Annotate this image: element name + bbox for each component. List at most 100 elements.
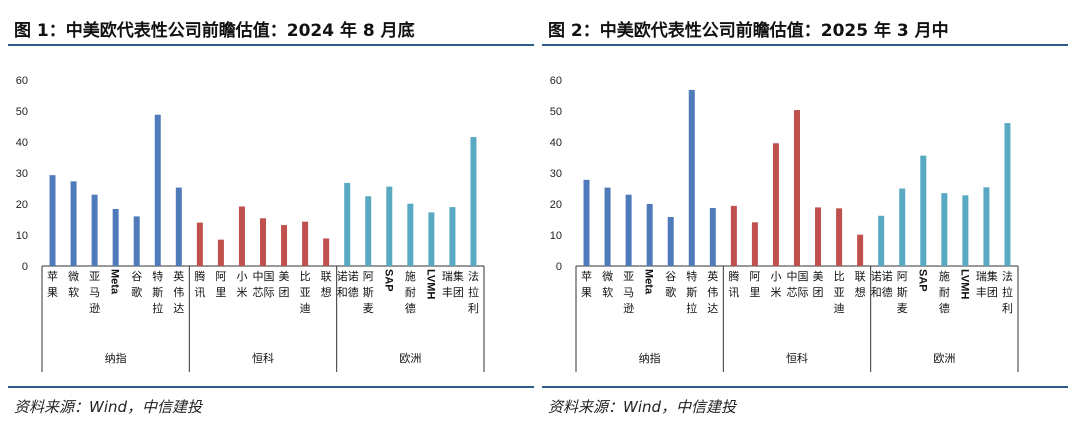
category-label: 亚马逊 <box>89 270 100 315</box>
bar <box>899 188 906 266</box>
category-label: Meta <box>109 269 121 295</box>
category-label: 瑞丰集团 <box>976 269 998 299</box>
bar <box>625 194 632 266</box>
bar <box>386 186 393 266</box>
bar <box>470 137 477 266</box>
y-tick-label: 10 <box>550 230 562 242</box>
y-tick-label: 10 <box>16 230 28 242</box>
category-label: 阿里 <box>749 270 760 299</box>
bar <box>962 195 969 266</box>
group-label: 恒科 <box>786 351 808 365</box>
bar <box>91 194 98 266</box>
bar <box>449 207 456 266</box>
bar <box>323 238 330 266</box>
category-label: 英伟达 <box>173 269 184 315</box>
figure-1-title: 图 1：中美欧代表性公司前瞻估值：2024 年 8 月底 <box>14 21 415 41</box>
figure-2-title: 图 2：中美欧代表性公司前瞻估值：2025 年 3 月中 <box>548 21 949 41</box>
bar <box>428 212 435 266</box>
category-label: 谷歌 <box>131 270 142 299</box>
bar <box>920 155 927 266</box>
category-label: SAP <box>382 269 394 292</box>
bar <box>175 187 182 266</box>
category-label: 瑞丰集团 <box>442 269 464 299</box>
category-label: 小米 <box>236 270 247 299</box>
category-label: 比亚迪 <box>300 270 311 315</box>
category-label: 联想 <box>321 270 332 299</box>
footer-rule <box>542 386 1068 388</box>
bar <box>941 193 948 266</box>
bar <box>815 207 822 266</box>
category-label: 亚马逊 <box>623 270 634 315</box>
group-label: 欧洲 <box>399 352 421 365</box>
category-label: Meta <box>643 269 655 295</box>
bar <box>407 203 414 266</box>
bar <box>217 239 224 266</box>
bar <box>238 206 245 266</box>
category-label: LVMH <box>958 269 970 299</box>
group-label: 纳指 <box>639 351 661 365</box>
figure-2-source: 资料来源：Wind，中信建投 <box>548 398 737 416</box>
group-label: 纳指 <box>105 351 127 365</box>
bar <box>604 187 611 266</box>
y-tick-label: 50 <box>16 106 28 118</box>
category-label: 腾讯 <box>194 269 205 299</box>
bar <box>260 218 266 266</box>
category-label: 诺和诺德 <box>871 270 893 299</box>
y-tick-label: 0 <box>22 261 28 273</box>
bar <box>365 196 372 266</box>
y-tick-label: 30 <box>550 168 562 180</box>
panel-figure-2: 图 2：中美欧代表性公司前瞻估值：2025 年 3 月中 0 10 20 30 40 50… <box>542 0 1074 430</box>
category-label: 中芯国际 <box>253 270 275 299</box>
category-label: 谷歌 <box>665 270 676 299</box>
category-label: SAP <box>916 269 928 292</box>
y-tick-label: 60 <box>16 75 28 87</box>
category-label: 腾讯 <box>728 269 739 299</box>
bar <box>133 216 140 266</box>
bar <box>794 110 800 266</box>
bar <box>983 187 990 266</box>
bar <box>583 179 590 266</box>
category-label: 联想 <box>855 270 866 299</box>
bar <box>730 205 737 266</box>
category-label: 特斯拉 <box>686 269 697 315</box>
category-label: 英伟达 <box>707 269 718 315</box>
bar <box>112 208 119 266</box>
bar <box>70 181 77 266</box>
category-label: 阿斯麦 <box>897 270 908 315</box>
bar <box>857 234 864 266</box>
bar <box>196 222 203 266</box>
category-label: 中芯国际 <box>787 270 809 299</box>
bar <box>688 89 695 266</box>
category-label: 苹果 <box>47 269 58 299</box>
y-tick-label: 20 <box>16 199 28 211</box>
footer-rule <box>8 386 534 388</box>
category-label: 小米 <box>770 270 781 299</box>
category-label: 诺和诺德 <box>337 270 359 299</box>
category-label: 施耐德 <box>939 270 950 315</box>
bar <box>646 204 653 266</box>
bar <box>302 221 309 266</box>
group-label: 欧洲 <box>933 352 955 365</box>
y-tick-label: 30 <box>16 168 28 180</box>
bar <box>281 225 288 266</box>
bar <box>772 143 779 266</box>
bar <box>344 182 351 266</box>
category-label: 比亚迪 <box>834 270 845 315</box>
y-tick-label: 40 <box>550 137 562 149</box>
category-label: 特斯拉 <box>152 269 163 315</box>
category-label: 法拉利 <box>1002 269 1013 315</box>
title-rule <box>8 44 534 46</box>
category-label: 苹果 <box>581 269 592 299</box>
category-label: LVMH <box>424 269 436 299</box>
bar <box>751 222 758 266</box>
category-label: 阿斯麦 <box>363 270 374 315</box>
category-label: 美团 <box>279 270 290 299</box>
category-label: 微软 <box>68 269 79 299</box>
category-label: 微软 <box>602 269 613 299</box>
title-rule <box>542 44 1068 46</box>
group-label: 恒科 <box>252 351 274 365</box>
bar <box>667 217 674 266</box>
figure-1-source: 资料来源：Wind，中信建投 <box>14 398 203 416</box>
